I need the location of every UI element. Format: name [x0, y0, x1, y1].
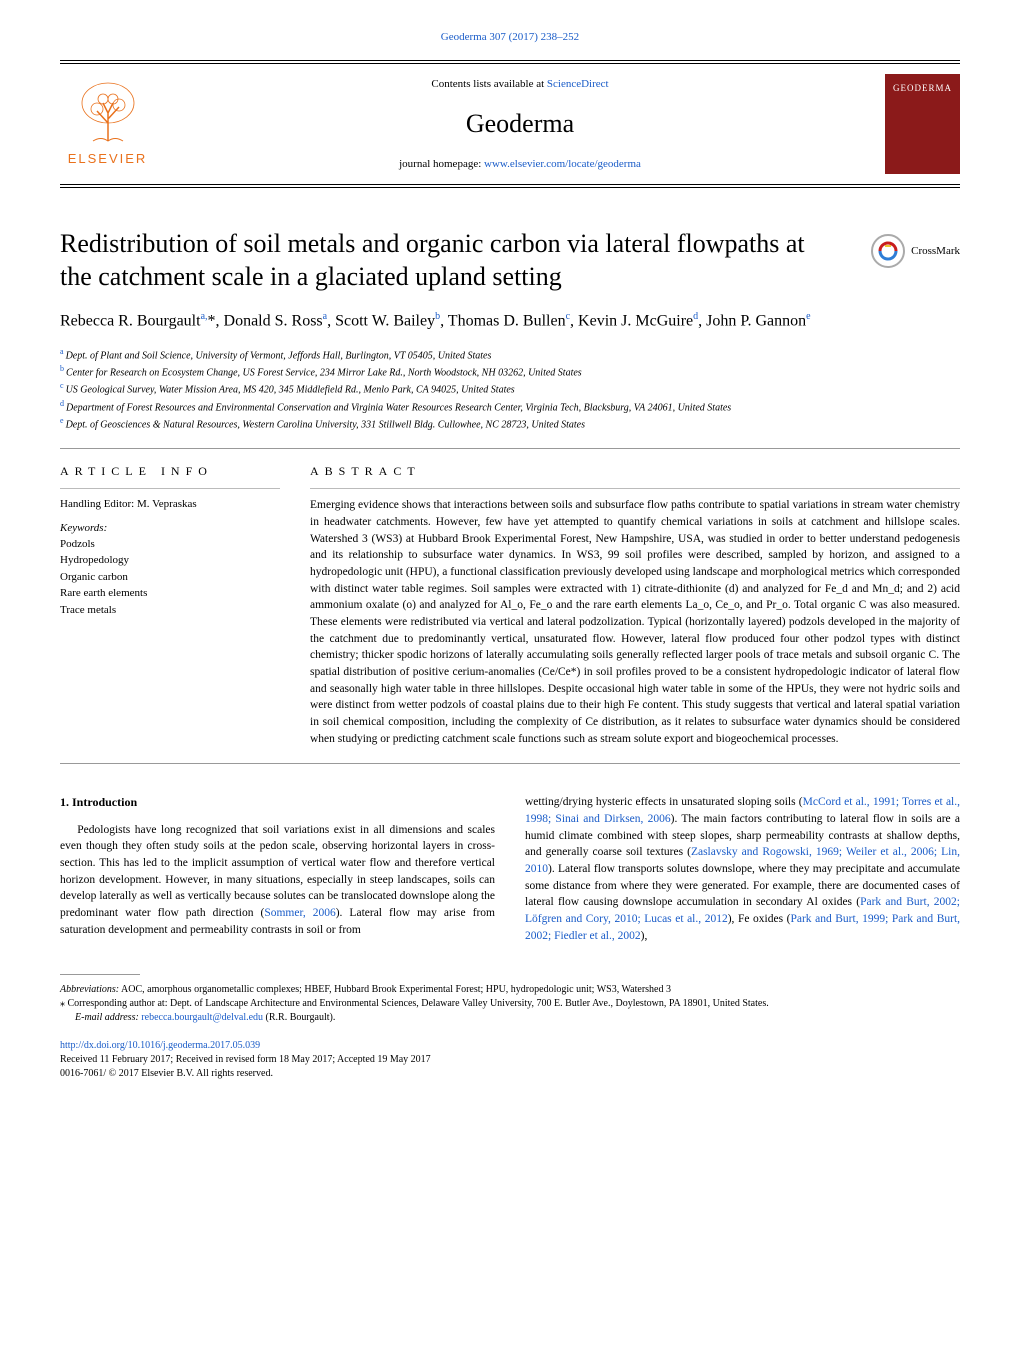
cover-title: GEODERMA	[893, 82, 952, 95]
rule	[60, 974, 140, 975]
abbrev-text: AOC, amorphous organometallic complexes;…	[119, 984, 671, 995]
handling-editor: Handling Editor: M. Vepraskas	[60, 497, 280, 512]
copyright-line: 0016-7061/ © 2017 Elsevier B.V. All righ…	[60, 1067, 960, 1081]
rule	[60, 448, 960, 449]
body-col-right: wetting/drying hysteric effects in unsat…	[525, 794, 960, 944]
keywords-label: Keywords:	[60, 521, 280, 536]
rule	[60, 187, 960, 188]
affiliation-line: aDept. of Plant and Soil Science, Univer…	[60, 346, 960, 363]
affiliation-line: cUS Geological Survey, Water Mission Are…	[60, 380, 960, 397]
publisher-wordmark: ELSEVIER	[68, 150, 148, 168]
journal-cover: GEODERMA	[885, 74, 960, 174]
section-heading: 1. Introduction	[60, 794, 495, 811]
citation-header: Geoderma 307 (2017) 238–252	[60, 30, 960, 45]
doi-line: http://dx.doi.org/10.1016/j.geoderma.201…	[60, 1039, 960, 1053]
body-paragraph: wetting/drying hysteric effects in unsat…	[525, 794, 960, 944]
rule	[60, 488, 280, 489]
publisher-logo: ELSEVIER	[60, 74, 155, 174]
homepage-link[interactable]: www.elsevier.com/locate/geoderma	[484, 158, 641, 170]
article-info-heading: ARTICLE INFO	[60, 463, 280, 480]
body-paragraph: Pedologists have long recognized that so…	[60, 822, 495, 939]
text: Pedologists have long recognized that so…	[60, 824, 495, 919]
homepage-prefix: journal homepage:	[399, 158, 484, 170]
header-center: Contents lists available at ScienceDirec…	[155, 77, 885, 172]
elsevier-tree-icon	[73, 81, 143, 146]
keyword: Rare earth elements	[60, 585, 280, 602]
text: wetting/drying hysteric effects in unsat…	[525, 796, 803, 808]
email-link[interactable]: rebecca.bourgault@delval.edu	[141, 1012, 263, 1023]
text: ), Fe oxides (	[728, 913, 791, 925]
keyword: Hydropedology	[60, 552, 280, 569]
text: ),	[641, 930, 648, 942]
journal-name: Geoderma	[155, 106, 885, 142]
abstract-heading: ABSTRACT	[310, 463, 960, 480]
doi-link[interactable]: http://dx.doi.org/10.1016/j.geoderma.201…	[60, 1040, 260, 1051]
journal-header: ELSEVIER Contents lists available at Sci…	[60, 63, 960, 185]
abstract-text: Emerging evidence shows that interaction…	[310, 497, 960, 747]
received-line: Received 11 February 2017; Received in r…	[60, 1053, 960, 1067]
crossmark-badge[interactable]: CrossMark	[871, 234, 960, 268]
email-label: E-mail address:	[75, 1012, 141, 1023]
abbreviations-line: Abbreviations: AOC, amorphous organometa…	[60, 983, 960, 997]
email-suffix: (R.R. Bourgault).	[263, 1012, 335, 1023]
citation-link[interactable]: Sommer, 2006	[264, 907, 335, 919]
article-title: Redistribution of soil metals and organi…	[60, 228, 960, 293]
sciencedirect-link[interactable]: ScienceDirect	[547, 78, 609, 90]
body-col-left: 1. Introduction Pedologists have long re…	[60, 794, 495, 944]
keyword: Organic carbon	[60, 569, 280, 586]
rule	[310, 488, 960, 489]
title-block: Redistribution of soil metals and organi…	[60, 228, 960, 293]
info-abstract-row: ARTICLE INFO Handling Editor: M. Veprask…	[60, 463, 960, 747]
email-line: E-mail address: rebecca.bourgault@delval…	[60, 1011, 960, 1025]
homepage-line: journal homepage: www.elsevier.com/locat…	[155, 157, 885, 172]
affiliations: aDept. of Plant and Soil Science, Univer…	[60, 346, 960, 433]
crossmark-icon	[871, 234, 905, 268]
authors-line: Rebecca R. Bourgaulta,*, Donald S. Rossa…	[60, 309, 960, 333]
affiliation-line: eDept. of Geosciences & Natural Resource…	[60, 415, 960, 432]
abstract: ABSTRACT Emerging evidence shows that in…	[310, 463, 960, 747]
keywords-list: PodzolsHydropedologyOrganic carbonRare e…	[60, 536, 280, 619]
affiliation-line: bCenter for Research on Ecosystem Change…	[60, 363, 960, 380]
footer: Abbreviations: AOC, amorphous organometa…	[60, 983, 960, 1081]
crossmark-label: CrossMark	[911, 244, 960, 259]
body-columns: 1. Introduction Pedologists have long re…	[60, 794, 960, 944]
rule	[60, 60, 960, 61]
contents-line: Contents lists available at ScienceDirec…	[155, 77, 885, 92]
abbrev-label: Abbreviations:	[60, 984, 119, 995]
keyword: Trace metals	[60, 602, 280, 619]
contents-prefix: Contents lists available at	[431, 78, 546, 90]
corresponding-author-line: ⁎ Corresponding author at: Dept. of Land…	[60, 997, 960, 1011]
rule	[60, 763, 960, 764]
article-info: ARTICLE INFO Handling Editor: M. Veprask…	[60, 463, 280, 747]
affiliation-line: dDepartment of Forest Resources and Envi…	[60, 398, 960, 415]
keyword: Podzols	[60, 536, 280, 553]
